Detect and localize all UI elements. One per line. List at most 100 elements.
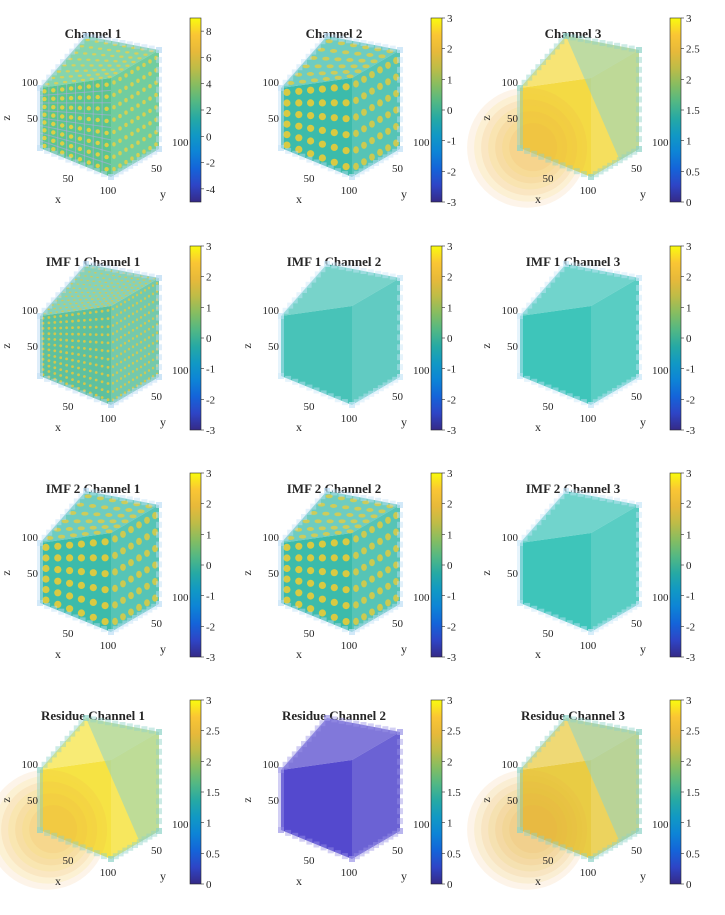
volume-voxel	[90, 584, 97, 591]
edge-voxel	[83, 715, 89, 721]
volume-voxel	[130, 95, 134, 99]
edge-voxel	[629, 274, 635, 280]
edge-voxel	[278, 779, 284, 785]
x-tick-label: 100	[580, 413, 597, 425]
edge-voxel	[156, 522, 162, 528]
volume-voxel	[378, 509, 385, 513]
edge-voxel	[578, 264, 584, 270]
volume-voxel	[112, 80, 116, 84]
edge-voxel	[156, 77, 162, 83]
colorbar-tick-label: 1.5	[686, 787, 700, 799]
volume-voxel	[63, 81, 67, 83]
volume-voxel	[104, 282, 107, 284]
edge-voxel	[156, 542, 162, 548]
edge-voxel	[310, 49, 316, 55]
volume-voxel	[125, 64, 129, 66]
volume-voxel	[144, 347, 146, 350]
colorbar-tick-label: 2	[206, 272, 212, 284]
volume-voxel	[119, 286, 122, 288]
volume-voxel	[95, 295, 98, 297]
volume-voxel	[140, 291, 142, 294]
volume-voxel	[101, 357, 104, 360]
volume-voxel	[112, 390, 114, 393]
volume-voxel	[319, 541, 326, 548]
x-tick-label: 50	[304, 628, 316, 640]
colorbar-tick-label: 0	[206, 131, 212, 143]
edge-voxel	[636, 798, 642, 804]
volume-voxel	[93, 292, 96, 294]
volume-voxel	[112, 552, 118, 559]
edge-voxel	[636, 788, 642, 794]
volume-cube	[517, 488, 642, 635]
volume-voxel	[63, 303, 66, 305]
volume-voxel	[90, 526, 97, 530]
edge-voxel	[87, 165, 93, 171]
volume-voxel	[377, 521, 383, 528]
edge-voxel	[517, 361, 523, 367]
colorbar-tick-label: 1	[686, 136, 692, 148]
volume-voxel	[338, 496, 345, 500]
volume-voxel	[78, 147, 82, 151]
edge-voxel	[353, 721, 359, 727]
edge-voxel	[585, 719, 591, 725]
volume-voxel	[48, 359, 51, 362]
edge-voxel	[37, 558, 43, 564]
volume-voxel	[69, 292, 72, 294]
edge-voxel	[278, 145, 284, 151]
volume-voxel	[76, 283, 79, 285]
colorbar-tick-label: 1	[206, 529, 212, 541]
volume-voxel	[148, 121, 152, 125]
edge-voxel	[636, 146, 642, 152]
edge-voxel	[156, 364, 162, 370]
edge-voxel	[636, 601, 642, 607]
z-tick-label: 100	[502, 532, 519, 544]
edge-voxel	[120, 268, 126, 274]
volume-voxel	[353, 568, 359, 575]
y-axis-label: y	[160, 415, 166, 429]
edge-voxel	[397, 77, 403, 83]
edge-voxel	[636, 325, 642, 331]
volume-voxel	[117, 514, 124, 518]
edge-voxel	[517, 127, 523, 133]
volume-voxel	[104, 107, 108, 111]
volume-voxel	[69, 303, 72, 305]
edge-voxel	[112, 494, 118, 500]
volume-voxel	[102, 277, 105, 279]
edge-voxel	[37, 779, 43, 785]
volume-voxel	[103, 298, 106, 300]
volume-voxel	[90, 599, 97, 606]
volume-voxel	[385, 599, 391, 606]
volume-voxel	[98, 47, 102, 49]
y-axis-label: y	[160, 187, 166, 201]
volume-voxel	[57, 70, 61, 72]
volume-voxel	[148, 328, 150, 331]
volume-voxel	[377, 604, 383, 611]
edge-voxel	[101, 853, 107, 859]
edge-voxel	[310, 504, 316, 510]
edge-voxel	[526, 530, 532, 536]
volume-voxel	[115, 297, 118, 299]
volume-voxel	[77, 353, 80, 356]
volume-voxel	[48, 332, 51, 335]
y-tick-label: 50	[631, 618, 643, 630]
volume-voxel	[137, 57, 141, 59]
volume-voxel	[89, 340, 92, 343]
volume-voxel	[101, 396, 104, 399]
edge-voxel	[554, 725, 560, 731]
volume-voxel	[112, 535, 118, 542]
volume-voxel	[120, 311, 122, 314]
volume-voxel	[307, 527, 314, 531]
volume-voxel	[128, 348, 130, 351]
edge-voxel	[600, 268, 606, 274]
volume-voxel	[144, 355, 146, 358]
edge-voxel	[397, 295, 403, 301]
volume-voxel	[144, 314, 146, 317]
volume-voxel	[97, 288, 100, 290]
volume-voxel	[148, 109, 152, 113]
volume-voxel	[112, 93, 116, 97]
volume-voxel	[107, 295, 110, 297]
volume-voxel	[95, 394, 98, 397]
volume-voxel	[103, 289, 106, 291]
x-axis-label: x	[55, 874, 61, 888]
